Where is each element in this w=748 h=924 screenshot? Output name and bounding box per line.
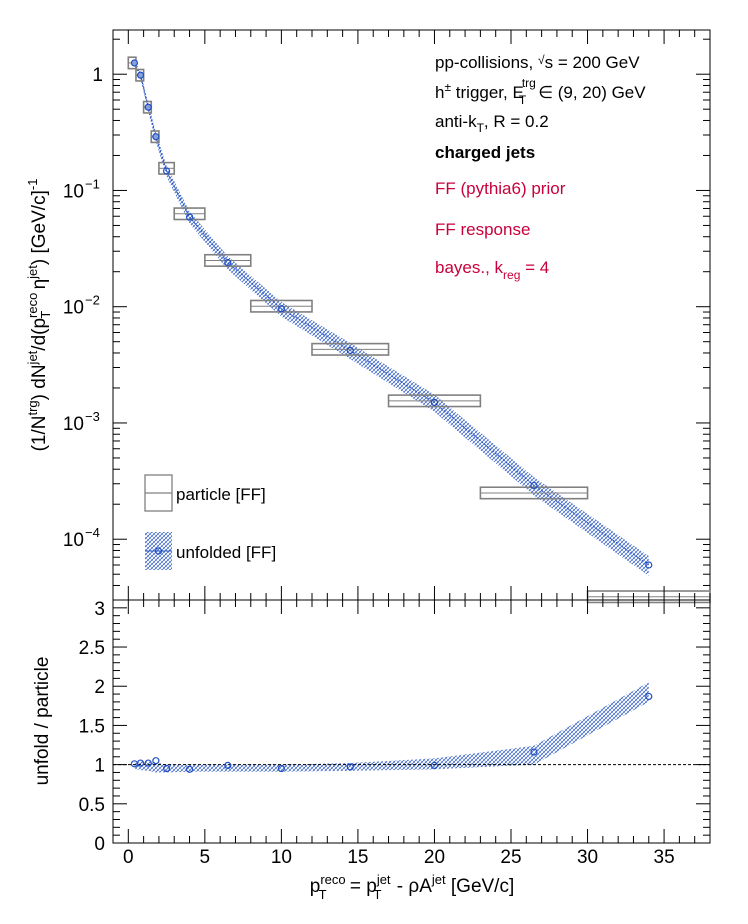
unfolded-point (152, 133, 160, 141)
ratio-series (130, 692, 653, 773)
ratio-point (430, 761, 439, 769)
ratio-point (136, 759, 145, 767)
bottom-y-axis: 0 0.5 1 1.5 2 2.5 3 (79, 599, 710, 855)
unfolded-uncertainty-band (133, 59, 650, 576)
top-y-axis: 110−110−210−310−4 (63, 38, 710, 601)
x-tick-label: 15 (347, 847, 368, 868)
bottom-y-tick-label: 1.5 (79, 716, 105, 737)
ratio-uncertainty-band (134, 682, 649, 773)
ratio-point (530, 748, 538, 756)
x-tick-label: 25 (500, 847, 521, 868)
x-tick-label: 5 (200, 847, 211, 868)
ratio-point (152, 757, 160, 765)
bottom-y-tick-label: 1 (94, 756, 105, 777)
annotation-prior: FF (pythia6) prior (435, 179, 566, 198)
unfolded-point (144, 103, 152, 111)
annotation-collisions: pp-collisions, √s = 200 GeV (435, 53, 640, 72)
top-y-tick-label: 10 (63, 181, 84, 202)
bottom-frame (112, 599, 711, 844)
x-tick-label: 10 (271, 847, 292, 868)
top-y-tick-exponent: −3 (85, 409, 100, 424)
unfolded-series (130, 59, 653, 569)
bottom-y-tick-label: 3 (94, 599, 105, 620)
top-y-tick-label: 10 (63, 414, 84, 435)
bottom-y-tick-label: 2 (94, 677, 105, 698)
bottom-x-axis: 0 5 10 15 20 25 30 35 (112, 600, 711, 868)
ratio-point (645, 692, 653, 701)
bottom-panel: 0 0.5 1 1.5 2 2.5 3 0 5 10 15 20 25 30 35 unfold / pa… (32, 599, 711, 868)
annotation-response: FF response (435, 220, 530, 239)
ratio-point (185, 765, 194, 773)
x-tick-label: 20 (424, 847, 445, 868)
top-y-tick-exponent: −4 (85, 525, 100, 540)
bottom-y-axis-label: unfold / particle (32, 657, 53, 786)
annotation-jet-algorithm: anti-kT, R = 0.2 (435, 112, 549, 135)
legend: particle [FF] unfolded [FF] (144, 474, 276, 570)
annotation-unfolding: bayes., kreg = 4 (435, 258, 549, 282)
bottom-y-tick-label: 2.5 (79, 638, 105, 659)
x-tick-label: 35 (654, 847, 675, 868)
top-y-tick-label: 10 (63, 298, 84, 319)
ratio-point (144, 759, 152, 767)
unfolded-line (133, 62, 650, 566)
unfolded-point (162, 167, 171, 175)
top-y-axis-label: (1/Ntrg) dNjet/d(precoT ηjet) [GeV/c]-1 (25, 179, 53, 452)
unfolded-point (645, 561, 653, 569)
x-tick-label: 30 (577, 847, 598, 868)
top-band-area (134, 59, 649, 576)
legend-particle-label: particle [FF] (176, 485, 266, 504)
particle-series (127, 56, 711, 604)
ratio-point (224, 761, 232, 769)
top-y-tick-label: 1 (92, 65, 103, 86)
top-x-ticks (112, 30, 711, 600)
ratio-band-area (134, 682, 649, 773)
top-y-tick-label: 10 (63, 530, 84, 551)
unfolded-point (136, 71, 145, 79)
unfolded-point (224, 258, 232, 267)
top-y-tick-exponent: −1 (85, 176, 100, 191)
unfolded-point (130, 59, 139, 67)
unfolded-point (346, 346, 354, 355)
ratio-point (162, 764, 171, 773)
top-frame (112, 29, 711, 601)
unfolded-point (430, 398, 439, 407)
unfolded-point (530, 481, 538, 490)
x-tick-label: 0 (123, 847, 134, 868)
bottom-y-tick-label: 0.5 (79, 795, 105, 816)
top-y-tick-exponent: −2 (85, 293, 100, 308)
annotation-trigger: h± trigger, Etrg T ∈ (9, 20) GeV (435, 76, 646, 107)
annotation-charged-jets: charged jets (435, 143, 535, 162)
x-axis-label: preco T = pjet T - ρAjet [GeV/c] (310, 872, 515, 902)
ratio-point (346, 763, 354, 771)
unfolded-point (277, 305, 285, 313)
ratio-point (277, 764, 285, 773)
unfolded-point (185, 213, 194, 221)
bottom-y-tick-label: 0 (94, 834, 105, 855)
top-panel: 110−110−210−310−4 (1/Ntrg) dNjet/d(preco… (25, 29, 711, 604)
legend-unfolded-label: unfolded [FF] (176, 543, 276, 562)
